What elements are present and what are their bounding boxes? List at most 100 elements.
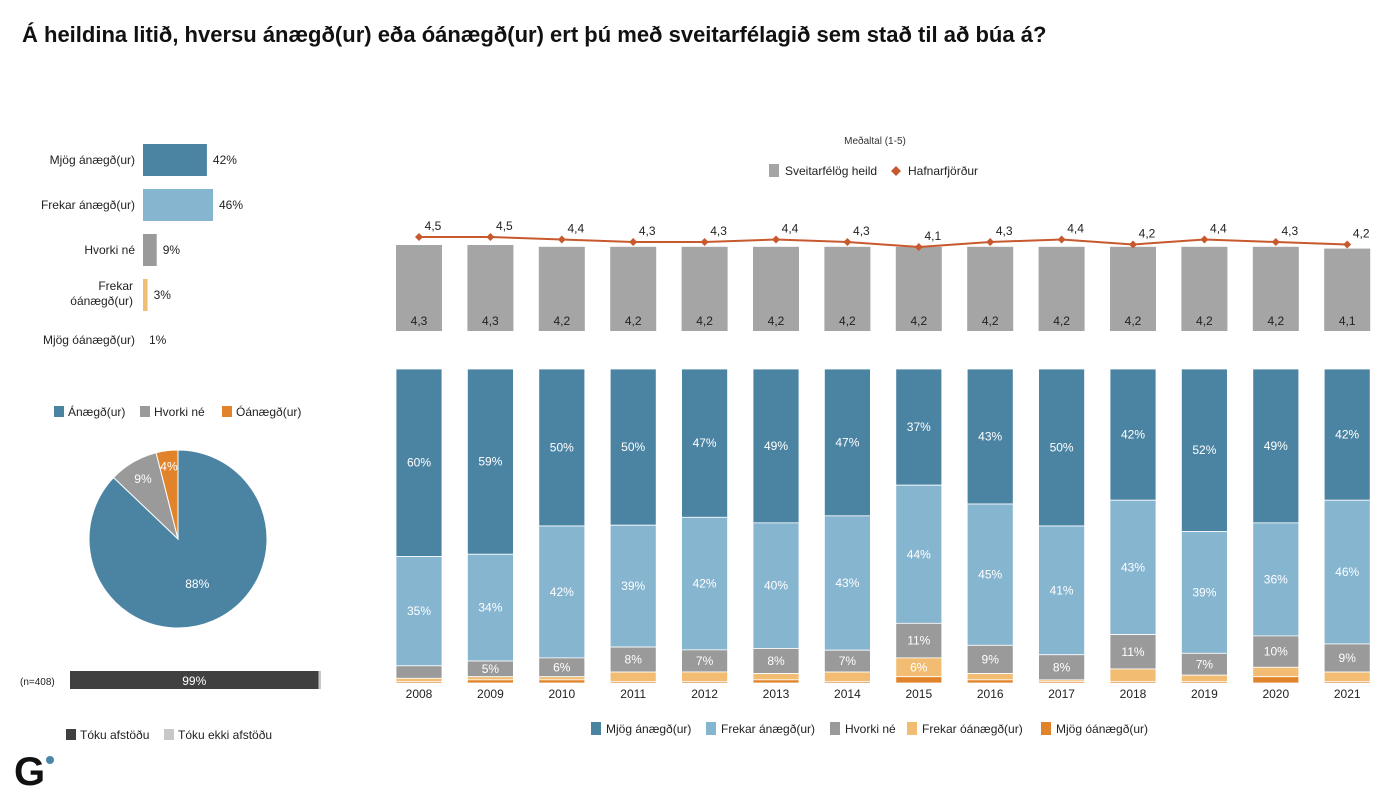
stacked-segment-1 <box>681 516 728 651</box>
x-tick-label: 2008 <box>406 687 433 701</box>
stacked-segment-label: 49% <box>1264 439 1288 453</box>
stacked-segment-4 <box>752 679 800 684</box>
avg-bar-label: 4,1 <box>1339 314 1356 328</box>
stacked-segment-3 <box>538 676 586 681</box>
stacked-legend-swatch <box>591 722 601 735</box>
avg-bar <box>1110 246 1156 331</box>
avg-bar <box>895 246 942 331</box>
stacked-segment-label: 43% <box>835 576 859 590</box>
avg-bar <box>1181 246 1228 331</box>
stacked-segment-3 <box>1181 674 1228 682</box>
stacked-segment-label: 42% <box>1335 428 1359 442</box>
avg-line-label: 4,2 <box>1139 227 1156 241</box>
pie-slice-label: 4% <box>160 460 178 474</box>
hbar-category-label: Hvorki né <box>84 243 135 257</box>
avg-line-point <box>1271 238 1280 246</box>
stacked-segment-label: 40% <box>764 579 788 593</box>
brand-logo-dot <box>46 756 54 764</box>
stacked-segment-0 <box>681 368 728 518</box>
avg-line-point <box>1057 235 1066 244</box>
avg-line-label: 4,3 <box>1281 224 1298 238</box>
stacked-segment-label: 39% <box>621 579 645 593</box>
x-tick-label: 2009 <box>477 687 504 701</box>
stacked-segment-3 <box>966 673 1014 681</box>
avg-bar <box>1252 246 1299 331</box>
pie-legend-swatch <box>54 406 64 417</box>
avg-line-point <box>1129 240 1137 249</box>
avg-line-point <box>1343 240 1352 249</box>
avg-bar <box>681 246 728 331</box>
stacked-segment-4 <box>466 679 514 684</box>
stacked-legend-label: Mjög óánægð(ur) <box>1056 722 1148 736</box>
response-legend-label: Tóku afstöðu <box>80 728 149 742</box>
stacked-segment-2 <box>966 644 1014 674</box>
stacked-segment-4 <box>1181 681 1228 684</box>
stacked-segment-label: 7% <box>696 654 714 668</box>
avg-line-point <box>843 238 852 246</box>
stacked-segment-1 <box>824 515 871 651</box>
stacked-segment-2 <box>395 665 443 679</box>
stacked-segment-3 <box>1323 671 1371 682</box>
avg-bar <box>824 246 871 331</box>
avg-bar <box>610 246 657 331</box>
stacked-segment-label: 59% <box>478 455 502 469</box>
stacked-segment-3 <box>681 671 728 682</box>
stacked-segment-4 <box>1252 676 1300 684</box>
stacked-segment-4 <box>681 681 728 684</box>
avg-line-label: 4,4 <box>782 222 799 236</box>
stacked-segment-label: 7% <box>839 654 857 668</box>
avg-legend-swatch-line <box>891 166 901 176</box>
avg-bar <box>1324 248 1371 331</box>
hbar-category-label: Frekar ánægð(ur) <box>41 198 135 212</box>
avg-line-point <box>486 233 495 241</box>
stacked-segment-label: 8% <box>767 654 785 668</box>
stacked-segment-label: 9% <box>982 652 1000 666</box>
avg-bar <box>538 246 585 331</box>
response-legend-swatch <box>164 729 174 740</box>
x-tick-label: 2016 <box>977 687 1004 701</box>
avg-bar-label: 4,2 <box>768 314 785 328</box>
x-tick-label: 2018 <box>1120 687 1147 701</box>
stacked-segment-4 <box>824 681 871 684</box>
stacked-segment-2 <box>609 646 657 673</box>
stacked-segment-3 <box>395 677 443 682</box>
stacked-segment-3 <box>1109 668 1157 682</box>
avg-bar <box>753 246 799 331</box>
stacked-segment-1 <box>466 553 514 662</box>
stacked-segment-1 <box>1109 499 1157 635</box>
stacked-segment-label: 46% <box>1335 565 1359 579</box>
stacked-segment-1 <box>895 484 943 624</box>
avg-line-label: 4,3 <box>639 224 656 238</box>
stacked-legend-swatch <box>706 722 716 735</box>
avg-bar <box>396 245 442 331</box>
stacked-segment-3 <box>824 671 871 682</box>
stacked-legend-label: Frekar ánægð(ur) <box>721 722 815 736</box>
response-bar-tokuafstodu <box>70 671 319 689</box>
stacked-segment-label: 11% <box>1121 645 1144 659</box>
avg-line-label: 4,2 <box>1353 227 1370 241</box>
avg-bar <box>967 246 1014 331</box>
avg-line-label: 4,1 <box>924 229 941 243</box>
stacked-segment-0 <box>1252 368 1300 524</box>
avg-bar-label: 4,3 <box>411 314 428 328</box>
response-legend-swatch <box>66 729 76 740</box>
stacked-segment-1 <box>966 503 1014 646</box>
response-bar-value-label: 99% <box>182 674 206 688</box>
hbar-3 <box>143 279 148 311</box>
stacked-legend-label: Hvorki né <box>845 722 896 736</box>
stacked-segment-label: 36% <box>1264 572 1288 586</box>
pie-legend-label: Ánægð(ur) <box>68 404 125 419</box>
stacked-segment-label: 11% <box>907 634 930 648</box>
stacked-segment-0 <box>466 368 514 555</box>
hbar-category-label: Mjög ánægð(ur) <box>50 153 135 167</box>
stacked-segment-4 <box>1323 681 1371 684</box>
x-tick-label: 2021 <box>1334 687 1361 701</box>
hbar-category-label-line1: Frekar <box>98 279 133 293</box>
avg-bar <box>467 245 514 331</box>
stacked-segment-3 <box>1252 666 1300 678</box>
avg-line-label: 4,4 <box>567 222 584 236</box>
stacked-segment-0 <box>1181 368 1228 532</box>
x-tick-label: 2019 <box>1191 687 1218 701</box>
hbar-value-label: 1% <box>149 333 167 347</box>
